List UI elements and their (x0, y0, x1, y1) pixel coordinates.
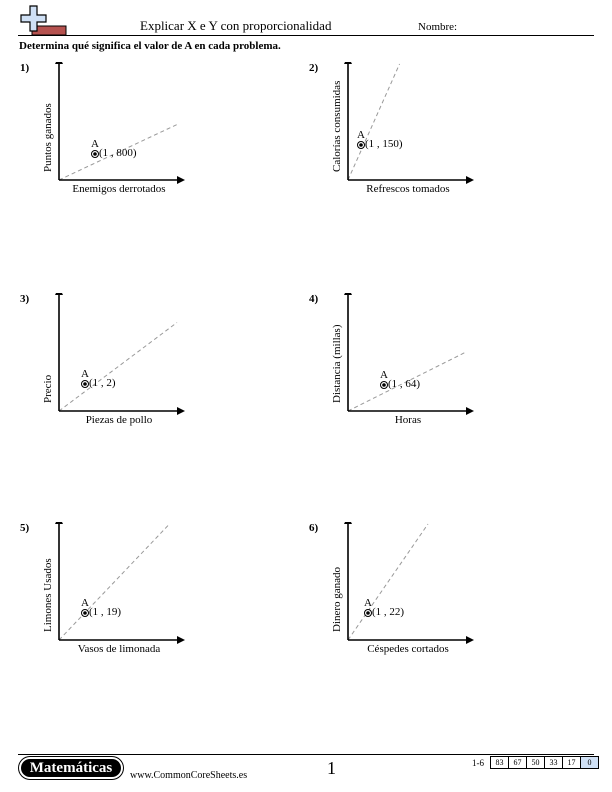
graph (55, 62, 185, 184)
footer-url: www.CommonCoreSheets.es (130, 770, 248, 781)
proportional-line (347, 63, 401, 181)
y-axis-label: Dinero ganado (331, 566, 343, 632)
proportional-line (347, 351, 467, 412)
y-axis-arrow (344, 522, 352, 524)
point-a-dot (359, 143, 363, 147)
problem-6: 6) A (1 , 22) Céspedes cortados Dinero ganad… (309, 522, 589, 682)
problem-number: 5) (20, 522, 30, 534)
point-coordinates: (1 , 800) (99, 147, 137, 159)
x-axis-label: Horas (394, 414, 422, 426)
x-axis-label: Céspedes cortados (367, 643, 449, 655)
graph (55, 522, 185, 644)
score-box: 67 (508, 756, 527, 769)
problem-3: 3) A (1 , 2) Piezas de pollo Precio (20, 293, 300, 453)
problem-5: 5) A (1 , 19) Vasos de limonada Limones Usad… (20, 522, 300, 682)
point-name: A (357, 129, 365, 141)
problem-number: 3) (20, 293, 30, 305)
point-a-dot (83, 611, 87, 615)
point-a-dot (83, 382, 87, 386)
point-name: A (91, 138, 99, 150)
proportional-line (347, 523, 429, 641)
x-axis-label: Piezas de pollo (85, 414, 153, 426)
point-a-dot (382, 383, 386, 387)
y-axis-label: Puntos ganados (42, 103, 54, 172)
graph (344, 62, 474, 184)
x-axis-label: Enemigos derrotados (72, 183, 166, 195)
graph (344, 522, 474, 644)
footer-divider (18, 754, 594, 755)
problem-number: 4) (309, 293, 319, 305)
proportional-line (58, 523, 170, 641)
point-name: A (81, 597, 89, 609)
score-box: 0 (580, 756, 599, 769)
x-axis-arrow (177, 407, 185, 415)
y-axis-label: Precio (42, 374, 54, 403)
x-axis-arrow (177, 636, 185, 644)
x-axis-arrow (466, 636, 474, 644)
title-text: Explicar X e Y con proporcionalidad (140, 18, 332, 33)
x-axis-label: Refrescos tomados (366, 183, 450, 195)
proportional-line (58, 322, 178, 412)
point-name: A (380, 369, 388, 381)
point-a-dot (93, 152, 97, 156)
y-axis-arrow (344, 62, 352, 64)
page-number-text: 1 (327, 758, 336, 778)
graph (55, 293, 185, 415)
point-a-dot (366, 611, 370, 615)
point-coordinates: (1 , 19) (89, 606, 122, 618)
x-axis-arrow (466, 407, 474, 415)
point-coordinates: (1 , 150) (365, 138, 403, 150)
point-coordinates: (1 , 64) (388, 378, 421, 390)
x-axis-label: Vasos de limonada (77, 643, 161, 655)
name-label: Nombre: (418, 21, 458, 33)
y-axis-arrow (55, 293, 63, 295)
point-coordinates: (1 , 2) (89, 377, 116, 389)
worksheet-logo (18, 4, 70, 38)
y-axis-arrow (55, 62, 63, 64)
proportional-line (58, 124, 178, 181)
point-coordinates: (1 , 22) (372, 606, 405, 618)
y-axis-arrow (344, 293, 352, 295)
problem-1: 1) A (1 , 800) Enemigos derrotados Puntos ga… (20, 62, 300, 222)
score-box: 17 (562, 756, 581, 769)
header-divider (18, 35, 594, 36)
x-axis-arrow (466, 176, 474, 184)
problem-number: 2) (309, 62, 319, 74)
footer-brand-badge: Matemáticas (19, 757, 123, 779)
score-box: 50 (526, 756, 545, 769)
problem-2: 2) A (1 , 150) Refrescos tomados Calorías co… (309, 62, 589, 222)
problem-number: 6) (309, 522, 319, 534)
score-box: 33 (544, 756, 563, 769)
x-axis-arrow (177, 176, 185, 184)
y-axis-label: Calorías consumidas (331, 80, 343, 172)
problem-number: 1) (20, 62, 30, 74)
problem-4: 4) A (1 , 64) Horas Distancia (millas) (309, 293, 589, 453)
score-table: 83 67 50 33 17 0 (490, 756, 599, 769)
score-range: 1-6 (472, 758, 484, 768)
graph (344, 293, 474, 415)
score-box: 83 (490, 756, 509, 769)
point-name: A (364, 597, 372, 609)
point-name: A (81, 368, 89, 380)
y-axis-arrow (55, 522, 63, 524)
instructions: Determina qué significa el valor de A en… (19, 40, 281, 52)
y-axis-label: Limones Usados (42, 558, 54, 632)
y-axis-label: Distancia (millas) (331, 324, 343, 403)
